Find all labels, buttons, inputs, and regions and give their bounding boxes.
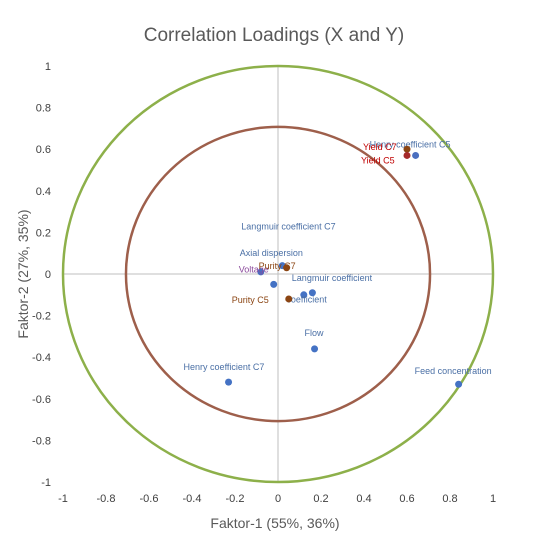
data-point <box>403 145 411 153</box>
x-tick-label: -0.4 <box>183 493 202 505</box>
data-point-label: Flow <box>305 328 325 338</box>
plot-area: -1 -0.8 -0.6 -0.4 -0.2 0 0.2 0.4 0.6 0.8 1 1 0.8 0.6 0… <box>32 61 496 505</box>
x-tick-label: -1 <box>58 493 68 505</box>
data-point-label: Axial dispersion <box>240 248 303 258</box>
data-point <box>257 268 265 276</box>
y-tick-label: 0.4 <box>36 186 51 198</box>
y-tick-label: -0.2 <box>32 311 51 323</box>
data-point <box>225 378 233 386</box>
data-point <box>311 345 319 353</box>
x-tick-label: 1 <box>490 493 496 505</box>
y-tick-label: -1 <box>41 477 51 489</box>
y-tick-label: 0.2 <box>36 227 51 239</box>
data-point <box>308 289 316 297</box>
x-tick-label: 0.6 <box>399 493 414 505</box>
data-point-label: Langmuir coefficient <box>292 273 373 283</box>
data-point-label: Voltage <box>239 264 269 274</box>
x-axis-title: Faktor-1 (55%, 36%) <box>210 515 339 531</box>
y-tick-label: 1 <box>45 61 51 73</box>
data-point-label: Henry coefficient C5 <box>370 139 451 149</box>
data-point <box>285 295 293 303</box>
data-point <box>270 280 278 288</box>
y-tick-label: -0.6 <box>32 394 51 406</box>
y-axis-title: Faktor-2 (27%, 35%) <box>15 209 31 338</box>
y-tick-label: -0.8 <box>32 435 51 447</box>
data-point-label: Henry coefficient C7 <box>184 362 265 372</box>
data-point <box>300 291 308 299</box>
y-tick-label: 0.6 <box>36 144 51 156</box>
x-tick-label: 0.2 <box>313 493 328 505</box>
data-point-label: Yield C7 <box>363 142 397 152</box>
y-tick-label: 0.8 <box>36 103 51 115</box>
x-tick-label: 0 <box>275 493 281 505</box>
data-point-label: Yield C5 <box>361 155 395 165</box>
chart-title: Correlation Loadings (X and Y) <box>144 25 405 46</box>
data-point <box>283 264 291 272</box>
data-point-label: Purity C7 <box>259 261 296 271</box>
x-tick-label: 0.4 <box>356 493 371 505</box>
data-point-label: Langmuir coefficient C7 <box>241 222 335 232</box>
inner-circle <box>124 125 432 423</box>
x-tick-label: -0.2 <box>226 493 245 505</box>
data-point-label: Purity C5 <box>232 295 269 305</box>
data-point <box>403 151 411 159</box>
y-tick-label: -0.4 <box>32 352 51 364</box>
y-tick-label: 0 <box>45 269 51 281</box>
data-point-label: coefficient <box>286 295 327 305</box>
x-tick-label: -0.8 <box>97 493 116 505</box>
data-point <box>455 380 463 388</box>
x-tick-label: -0.6 <box>140 493 159 505</box>
data-point <box>412 151 420 159</box>
x-tick-label: 0.8 <box>442 493 457 505</box>
outer-circle <box>61 64 495 484</box>
data-point-label: Feed concentration <box>415 366 492 376</box>
